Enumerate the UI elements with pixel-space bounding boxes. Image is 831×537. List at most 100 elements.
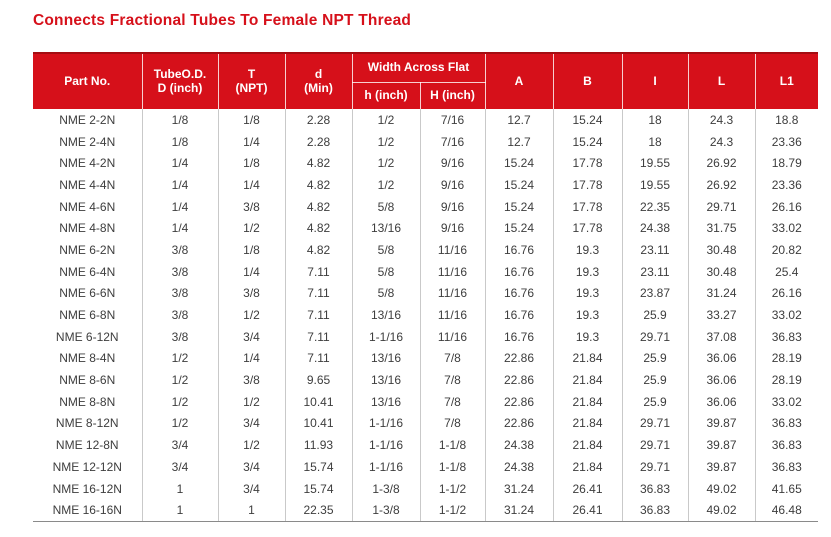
table-cell: 1-1/2 [420, 477, 486, 500]
table-cell: 7.11 [285, 282, 353, 305]
table-cell: 22.86 [485, 412, 554, 435]
table-cell: 1/2 [352, 130, 421, 153]
table-cell: 33.02 [771, 394, 802, 409]
table-row: NME 8-12N 1/2 3/4 10.41 1-1/16 7/8 22.86 21.84 2… [33, 412, 818, 435]
table-cell: NME 2-4N [33, 130, 143, 153]
table-cell: 3/4 [142, 456, 219, 478]
table-cell: 10.41 [285, 412, 353, 435]
table-cell: 19.3 [553, 260, 623, 283]
table-cell: 11/16 [420, 304, 486, 326]
table-row: NME 6-12N 3/8 3/4 7.11 1-1/16 11/16 16.76 19.3 2… [33, 325, 818, 348]
table-cell: 28.19 [771, 351, 802, 366]
table-row: NME 8-8N 1/2 1/2 10.41 13/16 7/8 22.86 21.84 25.… [33, 390, 818, 413]
column-header-H-inch: H (inch) [420, 82, 486, 109]
table-cell: 26.16 [771, 286, 802, 301]
table-cell: NME 8-8N [33, 390, 143, 413]
column-header-label: Width Across Flat [367, 60, 470, 75]
table-cell: 23.36 [771, 134, 802, 149]
table-cell: 7.11 [285, 260, 353, 283]
table-cell: 31.24 [688, 282, 756, 305]
table-cell: 3/8 [142, 325, 219, 348]
table-cell: 1/4 [142, 174, 219, 196]
column-header-part-no: Part No. [33, 53, 143, 109]
table-cell: 22.86 [485, 369, 554, 391]
table-header: Part No. TubeO.D. D (inch) T (NPT) d (Mi… [33, 53, 818, 109]
table-cell: 49.02 [688, 499, 756, 523]
table-cell: NME 4-6N [33, 195, 143, 218]
table-row: NME 12-12N 3/4 3/4 15.74 1-1/16 1-1/8 24.38 21.… [33, 456, 818, 478]
table-cell: 5/8 [352, 195, 421, 218]
table-cell: 15.24 [553, 130, 623, 153]
table-cell: 25.4 [775, 264, 799, 279]
table-cell: 1/2 [218, 217, 286, 240]
table-cell: 23.11 [622, 239, 689, 261]
table-cell: 5/8 [352, 239, 421, 261]
table-cell: 1-1/2 [420, 499, 486, 523]
table-row: NME 6-8N 3/8 1/2 7.11 13/16 11/16 16.76 19.3 25.… [33, 304, 818, 326]
column-header-t-npt: T (NPT) [218, 53, 286, 109]
table-cell: 1 [218, 499, 286, 523]
table-cell: 36.83 [771, 438, 802, 453]
table-cell: 1-3/8 [352, 499, 421, 523]
table-cell: 21.84 [553, 456, 623, 478]
table-row: NME 8-6N 1/2 3/8 9.65 13/16 7/8 22.86 21.84 25.9… [33, 369, 818, 391]
table-cell: 2.28 [285, 130, 353, 153]
table-row: NME 16-12N 1 3/4 15.74 1-3/8 1-1/2 31.24 26.41 3… [33, 477, 818, 500]
table-cell: NME 6-2N [33, 239, 143, 261]
table-cell: 18.79 [771, 156, 802, 171]
column-header-h-inch: h (inch) [352, 82, 421, 109]
table-cell: 17.78 [553, 217, 623, 240]
table-cell: 9/16 [420, 152, 486, 175]
table-cell: 13/16 [352, 347, 421, 370]
column-header-label: D (inch) [157, 80, 203, 95]
table-cell: 25.9 [622, 347, 689, 370]
table-cell: 1/2 [218, 304, 286, 326]
table-cell: 3/8 [142, 304, 219, 326]
table-row: NME 4-4N 1/4 1/4 4.82 1/2 9/16 15.24 17.78 19.55… [33, 174, 818, 196]
table-row: NME 8-4N 1/2 1/4 7.11 13/16 7/8 22.86 21.84 25.9… [33, 347, 818, 370]
table-cell: 22.86 [485, 390, 554, 413]
table-cell: 21.84 [553, 434, 623, 456]
table-cell: 31.24 [485, 499, 554, 523]
table-cell: 9/16 [420, 174, 486, 196]
column-header-b: B [553, 53, 623, 109]
table-row: NME 2-4N 1/8 1/4 2.28 1/2 7/16 12.7 15.24 18 24.3… [33, 130, 818, 153]
table-row: NME 4-6N 1/4 3/8 4.82 5/8 9/16 15.24 17.78 22.35… [33, 195, 818, 218]
table-cell: 21.84 [553, 390, 623, 413]
table-cell: 15.24 [485, 174, 554, 196]
table-cell: 1/4 [142, 195, 219, 218]
table-cell: 26.92 [688, 174, 756, 196]
table-cell: 25.9 [622, 390, 689, 413]
table-cell: 1 [142, 499, 219, 523]
table-cell: 46.48 [755, 499, 818, 523]
column-header-label: Part No. [64, 73, 111, 88]
table-cell: 11.93 [285, 434, 353, 456]
column-header-label: TubeO.D. [153, 66, 207, 81]
table-cell: 1/4 [218, 260, 286, 283]
column-header-l: L [688, 53, 756, 109]
table-cell: 3/4 [218, 325, 286, 348]
table-cell: 25.9 [622, 369, 689, 391]
table-cell: 1/4 [218, 347, 286, 370]
table-cell: NME 4-8N [33, 217, 143, 240]
table-row: NME 4-2N 1/4 1/8 4.82 1/2 9/16 15.24 17.78 19.55… [33, 152, 818, 175]
table-cell: 7.11 [285, 304, 353, 326]
table-cell: 3/8 [142, 239, 219, 261]
table-cell: 39.87 [688, 434, 756, 456]
table-cell: 1/2 [352, 152, 421, 175]
table-cell: NME 6-4N [33, 260, 143, 283]
table-cell: 33.02 [771, 308, 802, 323]
table-cell: 1-1/8 [420, 434, 486, 456]
table-cell: 1/8 [142, 130, 219, 153]
table-cell: 16.76 [485, 260, 554, 283]
table-cell: 39.87 [688, 412, 756, 435]
table-cell: 24.38 [485, 456, 554, 478]
table-cell: 1/2 [352, 109, 421, 131]
table-cell: 31.75 [688, 217, 756, 240]
table-body: NME 2-2N 1/8 1/8 2.28 1/2 7/16 12.7 15.24 18 24.3… [33, 109, 818, 523]
table-cell: 37.08 [688, 325, 756, 348]
table-cell: 36.83 [771, 459, 802, 474]
table-cell: 26.41 [553, 477, 623, 500]
table-cell: 36.83 [771, 329, 802, 344]
table-cell: 39.87 [688, 456, 756, 478]
